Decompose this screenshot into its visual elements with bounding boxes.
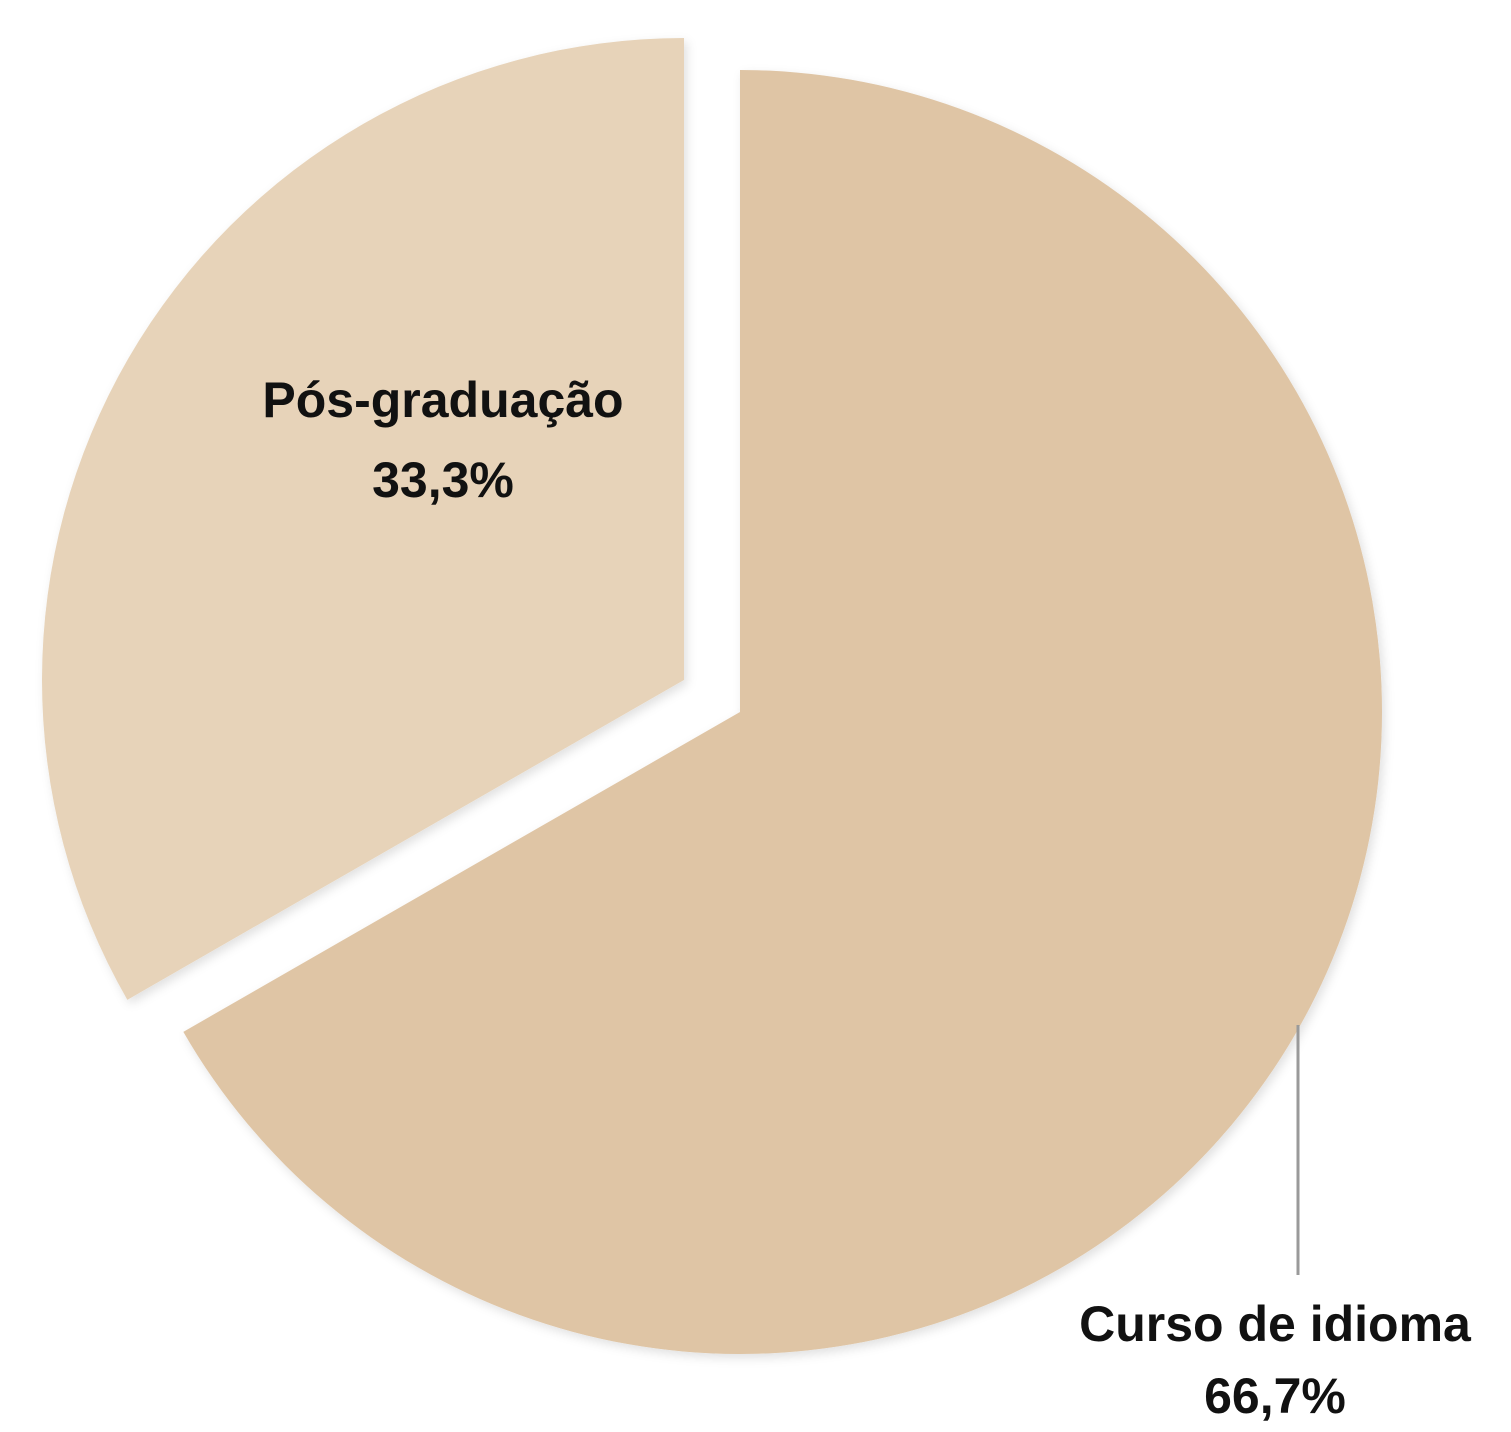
slice-value-label: 66,7% [1204, 1368, 1346, 1424]
slice-label: Pós-graduação [262, 372, 623, 428]
pie-slice [41, 38, 684, 1000]
slice-value-label: 33,3% [372, 452, 514, 508]
pie-slice [183, 70, 1383, 1355]
slices [41, 38, 1383, 1355]
slice-label: Curso de idioma [1079, 1296, 1472, 1352]
